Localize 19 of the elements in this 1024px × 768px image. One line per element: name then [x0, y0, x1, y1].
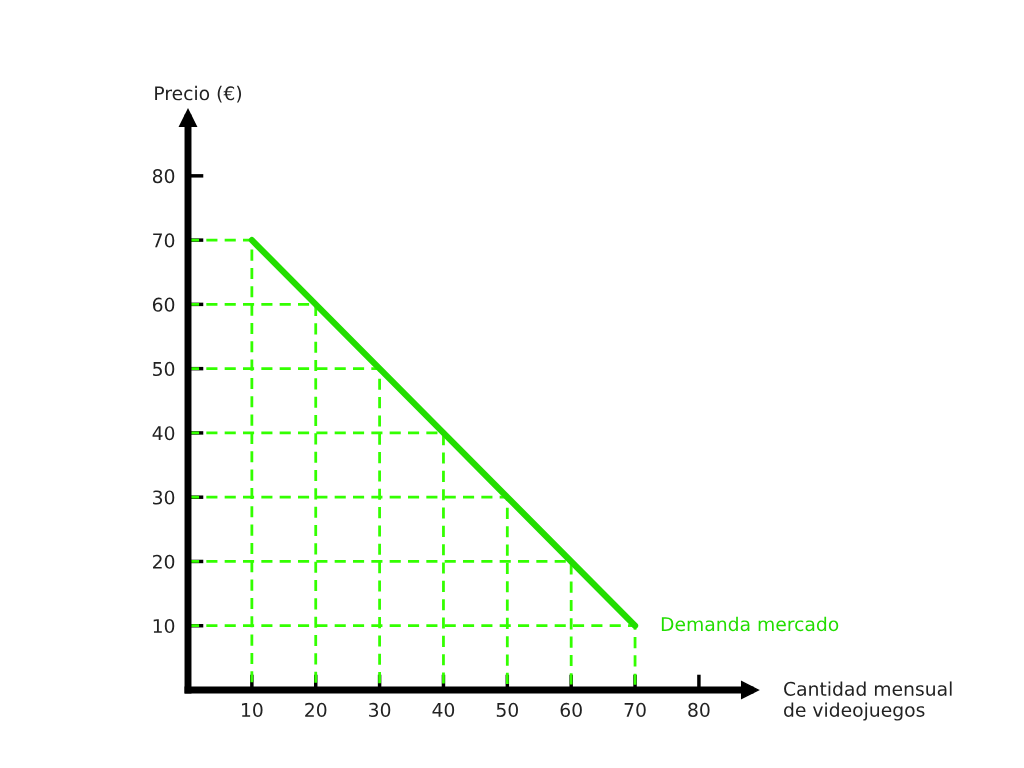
- y-tick-label: 60: [152, 297, 175, 312]
- x-tick-label: 50: [496, 702, 518, 718]
- x-tick-label: 20: [305, 702, 327, 718]
- y-tick-label: 30: [153, 490, 175, 505]
- x-tick-label: 30: [369, 702, 391, 718]
- y-tick-label: 40: [152, 426, 175, 441]
- y-tick-label: 70: [153, 233, 175, 248]
- y-axis-title: Precio (€): [155, 85, 242, 103]
- y-tick-label: 20: [153, 554, 175, 569]
- y-tick-label: 10: [153, 618, 175, 634]
- x-tick-label: 70: [624, 702, 646, 718]
- x-tick-label: 80: [688, 702, 710, 718]
- x-tick-label: 10: [241, 702, 263, 718]
- y-tick-label: 80: [152, 169, 175, 184]
- y-tick-label: 50: [153, 361, 175, 377]
- x-tick-label: 60: [560, 702, 582, 718]
- x-tick-label: 40: [432, 702, 455, 718]
- x-axis-title: Cantidad mensual de videojuegos: [784, 681, 952, 721]
- series-label: Demanda mercado: [661, 616, 839, 632]
